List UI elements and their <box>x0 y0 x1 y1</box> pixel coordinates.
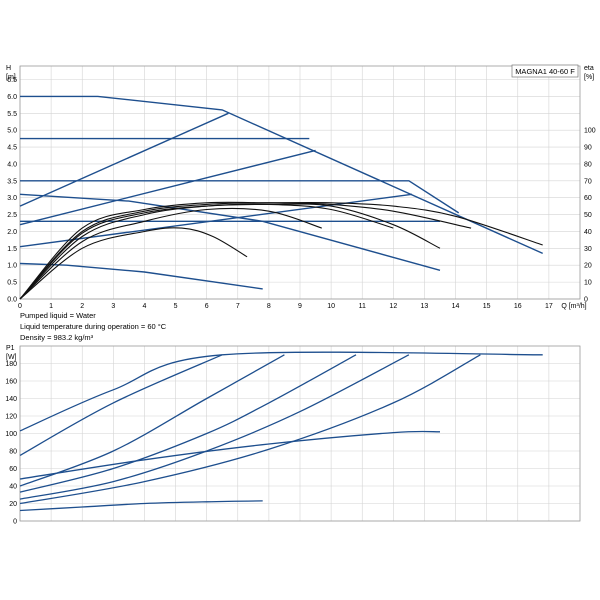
x-tick-label: 0 <box>18 303 22 310</box>
x-tick-label: 7 <box>236 303 240 310</box>
y2-tick-label: 30 <box>584 246 592 253</box>
y2-axis-label: [%] <box>584 74 594 81</box>
power-curve <box>19 500 263 512</box>
power-curve <box>19 354 285 487</box>
head-curve <box>20 95 543 255</box>
y-tick-label: 1.5 <box>7 246 17 253</box>
x-tick-label: 4 <box>142 303 146 310</box>
power-curve <box>19 354 223 456</box>
y-tick-label: 40 <box>9 484 17 491</box>
model-label: MAGNA1 40-60 F <box>515 67 575 76</box>
y-tick-label: 4.5 <box>7 145 17 152</box>
y2-tick-label: 20 <box>584 263 592 270</box>
power-curve <box>19 354 481 505</box>
y2-tick-label: 10 <box>584 280 592 287</box>
note-line: Liquid temperature during operation = 60… <box>20 322 167 331</box>
y-tick-label: 6.0 <box>7 94 17 101</box>
efficiency-curve <box>19 227 248 300</box>
y-tick-label: 60 <box>9 466 17 473</box>
y-tick-label: 140 <box>5 396 17 403</box>
x-tick-label: 11 <box>359 303 366 310</box>
plot-frame <box>19 65 581 300</box>
power-curve <box>19 354 357 493</box>
x-tick-label: 15 <box>483 303 491 310</box>
head-chart: 0.0 0.5 1.0 1.5 2.0 2.5 3.0 3.5 4.0 4.5 5.0 5.5 6.0 6… <box>6 64 596 310</box>
power-curve <box>19 354 410 500</box>
efficiency-curve <box>19 202 472 300</box>
note-line: Pumped liquid = Water <box>20 311 96 320</box>
power-curve <box>19 351 543 432</box>
y-tick-label: 3.5 <box>7 178 17 185</box>
y-tick-label: 2.5 <box>7 212 17 219</box>
y2-tick-label: 70 <box>584 178 592 185</box>
y-tick-label: 80 <box>9 449 17 456</box>
x-axis-label: Q [m³/h] <box>561 303 586 310</box>
efficiency-curve <box>19 203 441 300</box>
efficiency-curve <box>19 207 322 300</box>
power-chart: 0 20 40 60 80 100 120 140 160 180 P1 [W] <box>5 345 581 526</box>
power-curve <box>19 430 441 480</box>
x-tick-label: 8 <box>267 303 271 310</box>
y-tick-label: 0.0 <box>7 297 17 304</box>
x-tick-label: 12 <box>389 303 397 310</box>
y-tick-label: 1.0 <box>7 263 17 270</box>
y2-tick-label: 0 <box>584 297 588 304</box>
y2-tick-label: 100 <box>584 128 596 135</box>
y-axis-label: [W] <box>6 354 17 361</box>
note-line: Density = 983.2 kg/m³ <box>20 333 94 342</box>
x-tick-label: 1 <box>49 303 53 310</box>
y-tick-label: 6.5 <box>7 77 17 84</box>
head-curve <box>19 112 229 207</box>
y-axis-label: [m] <box>6 74 16 81</box>
plot-frame <box>19 345 581 522</box>
y-tick-label: 4.0 <box>7 161 17 168</box>
x-tick-label: 16 <box>514 303 522 310</box>
head-curve <box>20 180 460 214</box>
head-curve <box>19 149 316 226</box>
y-tick-label: 180 <box>5 361 17 368</box>
x-tick-label: 5 <box>174 303 178 310</box>
y-tick-label: 5.0 <box>7 128 17 135</box>
y-tick-label: 0.5 <box>7 280 17 287</box>
x-tick-label: 3 <box>111 303 115 310</box>
y2-axis-label: eta <box>584 65 594 72</box>
x-tick-label: 17 <box>545 303 553 310</box>
y-tick-label: 120 <box>5 414 17 421</box>
model-label-box <box>511 64 579 78</box>
y-tick-label: 160 <box>5 379 17 386</box>
y2-tick-label: 50 <box>584 212 592 219</box>
head-curve <box>19 262 263 290</box>
notes-block: Pumped liquid = Water Liquid temperature… <box>20 311 167 342</box>
x-tick-label: 9 <box>298 303 302 310</box>
x-tick-label: 13 <box>421 303 429 310</box>
y-tick-label: 100 <box>5 431 17 438</box>
y-tick-label: 20 <box>9 501 17 508</box>
y-tick-label: 3.0 <box>7 195 17 202</box>
efficiency-curve <box>19 201 543 300</box>
y-axis-label: H <box>6 65 11 72</box>
y-tick-label: 2.0 <box>7 229 17 236</box>
y2-tick-label: 80 <box>584 161 592 168</box>
x-tick-label: 6 <box>205 303 209 310</box>
y2-tick-label: 40 <box>584 229 592 236</box>
x-tick-label: 10 <box>327 303 335 310</box>
x-tick-label: 2 <box>80 303 84 310</box>
y-tick-label: 5.5 <box>7 111 17 118</box>
y-tick-label: 0 <box>13 519 17 526</box>
y2-tick-label: 90 <box>584 145 592 152</box>
y2-tick-label: 60 <box>584 195 592 202</box>
x-tick-label: 14 <box>452 303 460 310</box>
y-axis-label: P1 <box>6 345 15 352</box>
